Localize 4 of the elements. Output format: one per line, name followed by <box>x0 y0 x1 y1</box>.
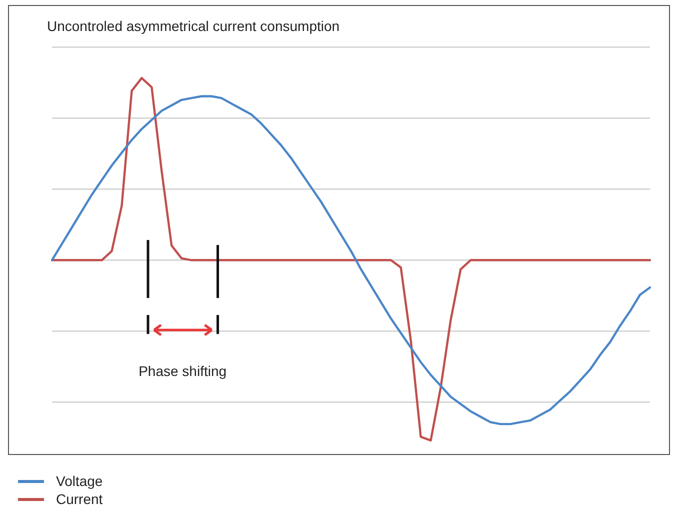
annotation: Phase shifting <box>138 363 227 380</box>
legend-label: Voltage <box>56 472 103 490</box>
legend-label: Current <box>56 490 103 506</box>
chart-title: Uncontroled asymmetrical current consumption <box>47 18 340 34</box>
